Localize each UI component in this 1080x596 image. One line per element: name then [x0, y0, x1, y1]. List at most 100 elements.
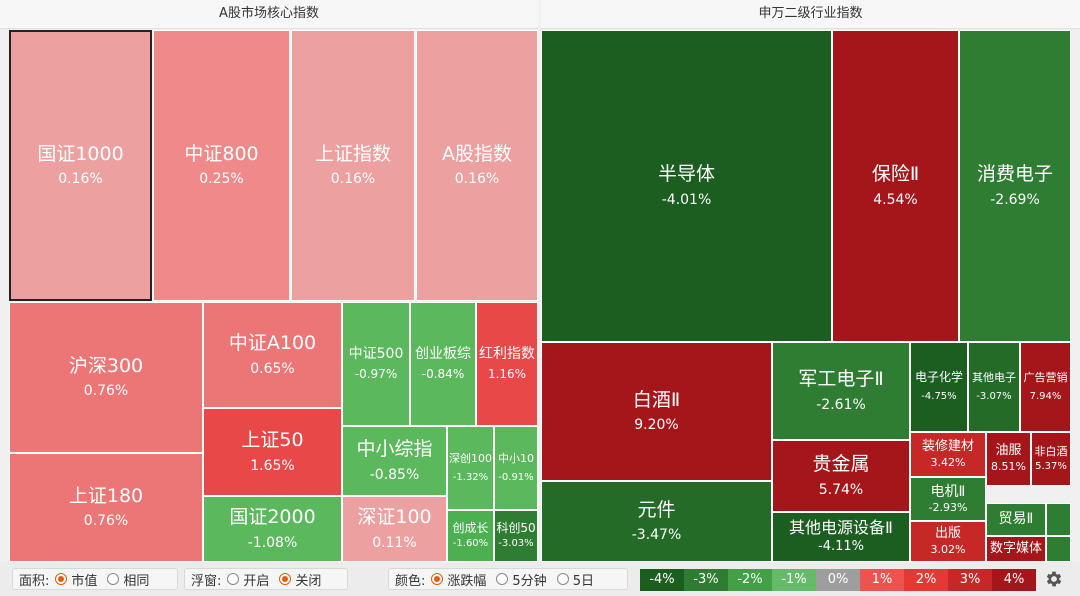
tile-shuzi-meiti[interactable]: 数字媒体 [986, 536, 1046, 562]
legend-swatch: 3% [948, 569, 992, 591]
tile-name: 出版 [934, 525, 961, 541]
tile-change: -1.60% [452, 538, 489, 550]
tile-name: 创成长 [452, 521, 489, 536]
tile-guanggao-yingxiao[interactable]: 广告营销 7.94% [1020, 342, 1071, 432]
tile-yuanjian[interactable]: 元件 -3.47% [541, 481, 772, 562]
legend-swatch: -2% [728, 569, 772, 591]
tile-dianji[interactable]: 电机Ⅱ -2.93% [910, 477, 986, 521]
tile-change: 0.76% [83, 513, 129, 530]
tile-change: 0.16% [330, 171, 376, 188]
tile-maoyi[interactable]: 贸易Ⅱ [986, 503, 1046, 536]
tile-guozheng2000[interactable]: 国证2000 -1.08% [203, 496, 342, 562]
tile-shenzheng100[interactable]: 深证100 0.11% [342, 496, 447, 562]
tile-dianzi-huaxue[interactable]: 电子化学 -4.75% [910, 342, 968, 432]
tile-fei-baijiu[interactable]: 非白酒 5.37% [1031, 432, 1071, 486]
tile-guijinshu[interactable]: 贵金属 5.74% [772, 440, 910, 512]
legend-swatch: 2% [904, 569, 948, 591]
tile-chuangye-banzong[interactable]: 创业板综 -0.84% [410, 302, 476, 426]
radio-icon [55, 573, 68, 585]
tile-name: 中证A100 [228, 332, 317, 355]
tile-name: 半导体 [657, 163, 715, 186]
radio-icon [496, 573, 509, 585]
tile-zhongxiao10[interactable]: 中小10 -0.91% [494, 426, 538, 510]
tile-kechuang50[interactable]: 科创50 -3.03% [494, 510, 538, 562]
tile-change: 3.02% [930, 542, 966, 556]
tile-zhongzheng-a100[interactable]: 中证A100 0.65% [203, 302, 342, 408]
radio-icon [279, 573, 292, 585]
area-option-group: 面积: 市值 相同 [12, 568, 178, 590]
tile-name: 非白酒 [1034, 444, 1068, 458]
tile-name: 数字媒体 [989, 540, 1042, 556]
tile-shangzheng180[interactable]: 上证180 0.76% [9, 453, 203, 562]
tile-jungong-dianzi[interactable]: 军工电子Ⅱ -2.61% [772, 342, 910, 440]
area-label: 面积: [19, 573, 50, 589]
tile-change: -0.84% [421, 367, 465, 382]
tile-change: -3.07% [976, 390, 1012, 402]
tile-bandaoti[interactable]: 半导体 -4.01% [541, 30, 832, 342]
tile-name: 电机Ⅱ [930, 483, 966, 500]
tile-zhuangxiu-jiancai[interactable]: 装修建材 3.42% [910, 432, 986, 477]
legend-swatch: 1% [860, 569, 904, 591]
tile-small-green-2[interactable] [1046, 536, 1071, 562]
legend-swatch: -1% [772, 569, 816, 591]
tile-chuangchengzhang[interactable]: 创成长 -1.60% [447, 510, 494, 562]
tile-name: 沪深300 [68, 354, 144, 377]
tile-youfu[interactable]: 油服 8.51% [986, 432, 1031, 486]
tile-change: -0.91% [498, 471, 534, 483]
tile-change: 4.54% [873, 191, 918, 208]
tile-xiaofei-dianzi[interactable]: 消费电子 -2.69% [959, 30, 1071, 342]
tile-baijiu[interactable]: 白酒Ⅱ 9.20% [541, 342, 772, 481]
tile-zhongxiao-zongzhi[interactable]: 中小综指 -0.85% [342, 426, 447, 496]
tile-shenchuang100[interactable]: 深创100 -1.32% [447, 426, 494, 510]
legend-swatch: 4% [992, 569, 1036, 591]
tile-change: -0.85% [369, 466, 420, 483]
option-label: 5分钟 [512, 573, 547, 589]
right-panel-title: 申万二级行业指数 [541, 0, 1080, 29]
tile-zhongzheng800[interactable]: 中证800 0.25% [153, 30, 290, 301]
tile-name: 电子化学 [914, 370, 963, 385]
tile-name: 中证500 [348, 346, 404, 363]
tile-name: 装修建材 [921, 438, 974, 454]
tile-baoxian[interactable]: 保险Ⅱ 4.54% [832, 30, 959, 342]
tile-name: 科创50 [496, 521, 536, 536]
tile-guozheng1000[interactable]: 国证1000 0.16% [9, 30, 152, 301]
tile-shangzheng50[interactable]: 上证50 1.65% [203, 408, 342, 496]
option-label: 开启 [243, 573, 270, 589]
tile-small-green-1[interactable] [1046, 503, 1071, 536]
color-option-5day[interactable]: 5日 [556, 570, 594, 589]
tile-zhongzheng500[interactable]: 中证500 -0.97% [342, 302, 410, 426]
tile-name: 油服 [995, 443, 1022, 459]
radio-icon [431, 573, 444, 585]
tile-name: 广告营销 [1023, 370, 1068, 384]
tile-name: A股指数 [442, 142, 512, 165]
tile-name: 上证50 [241, 429, 304, 452]
tile-name: 中小10 [498, 451, 534, 465]
tile-name: 深创100 [449, 451, 492, 465]
radio-icon [227, 573, 240, 585]
tile-name: 国证1000 [37, 142, 124, 165]
tile-qita-dianyuan[interactable]: 其他电源设备Ⅱ -4.11% [772, 512, 910, 562]
tile-hongli-zhishu[interactable]: 红利指数 1.16% [476, 302, 538, 426]
gear-icon[interactable] [1044, 569, 1064, 589]
tile-hushen300[interactable]: 沪深300 0.76% [9, 302, 203, 453]
tile-qita-dianzi[interactable]: 其他电子 -3.07% [968, 342, 1020, 432]
option-label: 市值 [71, 573, 98, 589]
tile-agu-zhishu[interactable]: A股指数 0.16% [416, 30, 538, 301]
area-option-market-cap[interactable]: 市值 [55, 570, 97, 589]
tile-name: 红利指数 [479, 346, 535, 363]
area-option-equal[interactable]: 相同 [107, 570, 149, 589]
tile-shangzheng-zhishu[interactable]: 上证指数 0.16% [291, 30, 415, 301]
tile-name: 上证180 [68, 484, 144, 507]
tile-change: 8.51% [991, 460, 1026, 474]
legend-swatch: -3% [684, 569, 728, 591]
float-option-on[interactable]: 开启 [227, 570, 269, 589]
option-label: 关闭 [295, 573, 322, 589]
tile-chuban[interactable]: 出版 3.02% [910, 521, 986, 562]
color-option-change[interactable]: 涨跌幅 [431, 570, 486, 589]
tile-change: -2.69% [990, 191, 1040, 208]
float-option-off[interactable]: 关闭 [279, 570, 321, 589]
tile-name: 贸易Ⅱ [998, 511, 1034, 528]
option-label: 相同 [123, 573, 150, 589]
color-option-5min[interactable]: 5分钟 [496, 570, 547, 589]
legend-swatch: -4% [640, 569, 684, 591]
